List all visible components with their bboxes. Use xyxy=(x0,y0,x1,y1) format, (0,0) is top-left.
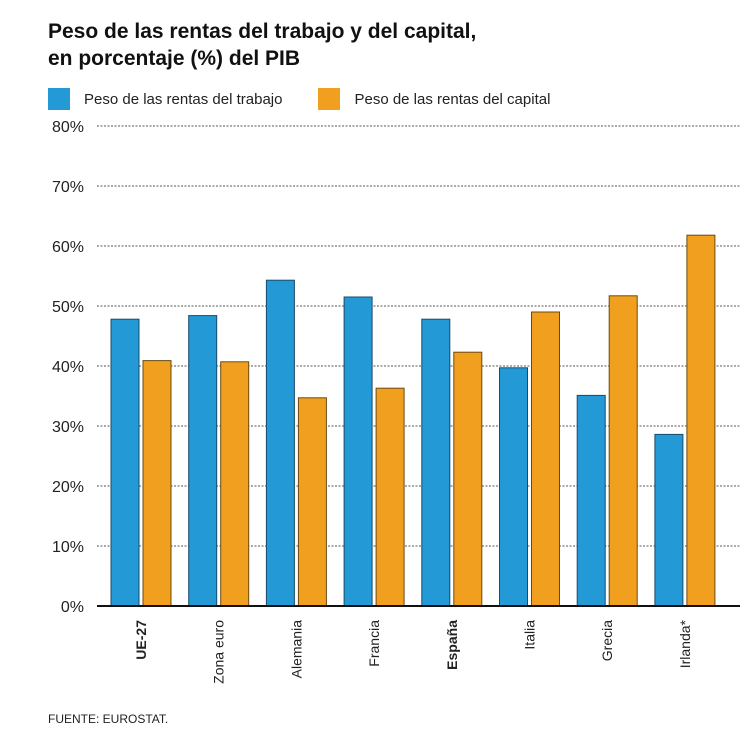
bar-capital xyxy=(531,311,560,607)
bar-capital xyxy=(686,234,716,607)
y-tick-label: 20% xyxy=(52,479,84,496)
bar-capital xyxy=(297,397,327,607)
title-line-2: en porcentaje (%) del PIB xyxy=(48,47,301,70)
legend-swatch-labor xyxy=(48,88,70,110)
x-tick-label: UE-27 xyxy=(133,620,149,660)
chart-title: Peso de las rentas del trabajo y del cap… xyxy=(48,18,476,72)
y-tick-label: 40% xyxy=(52,359,84,376)
x-tick-label: Italia xyxy=(522,620,538,650)
legend: Peso de las rentas del trabajo Peso de l… xyxy=(48,88,550,110)
bar-labor xyxy=(576,394,606,607)
x-tick-label: España xyxy=(444,620,460,670)
bar-labor xyxy=(499,367,528,607)
y-tick-label: 50% xyxy=(52,299,84,316)
y-tick-label: 80% xyxy=(52,119,84,136)
y-tick-label: 60% xyxy=(52,239,84,256)
x-tick-label: Francia xyxy=(366,620,382,667)
bar-labor xyxy=(421,318,451,607)
bar-capital xyxy=(220,361,250,607)
y-tick-label: 30% xyxy=(52,419,84,436)
x-tick-label: Grecia xyxy=(599,620,615,661)
legend-swatch-capital xyxy=(318,88,341,110)
bar-labor xyxy=(188,315,218,607)
bar-capital xyxy=(453,351,483,607)
bar-labor xyxy=(343,296,373,607)
y-tick-label: 70% xyxy=(52,179,84,196)
legend-label-labor: Peso de las rentas del trabajo xyxy=(84,90,283,108)
bar-capital xyxy=(375,387,405,607)
bar-labor xyxy=(110,318,140,607)
source-note: FUENTE: EUROSTAT. xyxy=(48,712,169,726)
x-tick-label: Irlanda* xyxy=(677,619,693,668)
title-line-1: Peso de las rentas del trabajo y del cap… xyxy=(48,20,477,43)
x-tick-label: Zona euro xyxy=(211,620,227,684)
bar-capital xyxy=(608,295,638,607)
y-tick-label: 0% xyxy=(61,599,84,616)
bar-labor xyxy=(654,433,684,607)
legend-label-capital: Peso de las rentas del capital xyxy=(354,90,551,108)
bar-labor xyxy=(265,279,295,607)
x-tick-label: Alemania xyxy=(288,620,304,679)
y-tick-label: 10% xyxy=(52,539,84,556)
bar-capital xyxy=(142,360,172,607)
